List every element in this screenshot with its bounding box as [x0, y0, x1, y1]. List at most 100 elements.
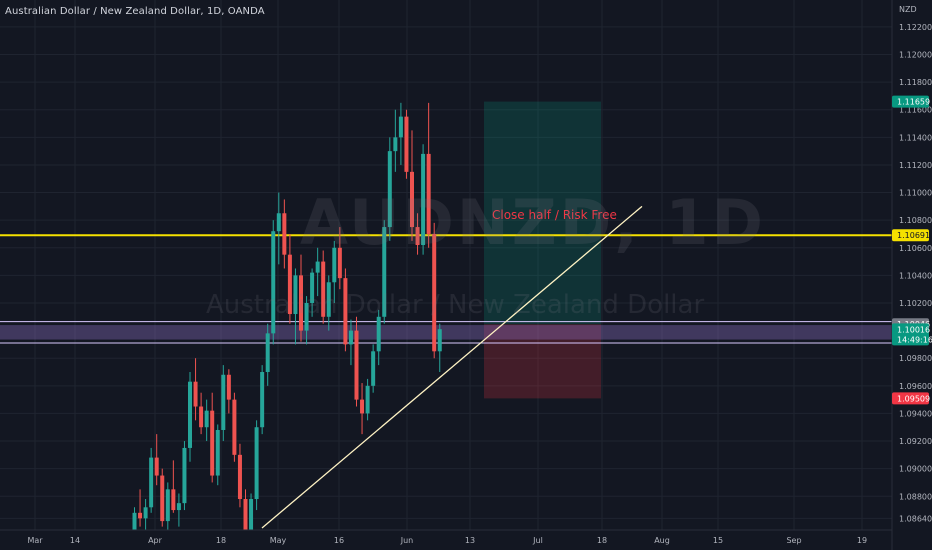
candle-body	[348, 330, 353, 345]
time-tick-label: May	[270, 536, 287, 545]
price-tick-label: 1.09800	[899, 354, 932, 363]
candle-body	[160, 475, 165, 522]
trendline	[261, 205, 643, 529]
price-tick-label: 1.08800	[899, 492, 932, 501]
candle-body	[398, 116, 403, 138]
price-tick-label: 1.10600	[899, 244, 932, 253]
time-tick-label: 18	[597, 536, 607, 545]
candlestick-series	[132, 102, 442, 548]
candle-body	[315, 261, 320, 273]
time-tick-label: Apr	[148, 536, 163, 545]
candle-body	[282, 213, 287, 255]
candle-body	[421, 153, 426, 246]
level-price-label-bg	[892, 229, 929, 242]
price-tick-label: 1.12200	[899, 23, 932, 32]
price-tick-label: 1.09400	[899, 409, 932, 418]
chart-title: Australian Dollar / New Zealand Dollar, …	[5, 6, 265, 17]
countdown-label: 14:49:16	[897, 335, 932, 344]
price-tick-label: 1.09000	[899, 465, 932, 474]
position-tool[interactable]	[484, 101, 601, 399]
candle-body	[343, 278, 348, 345]
candle-body	[210, 410, 215, 476]
candle-body	[426, 153, 431, 234]
candle-body	[337, 247, 342, 279]
candle-body	[260, 372, 265, 428]
candle-body	[143, 507, 148, 519]
time-axis-bg	[0, 530, 892, 550]
candle-body	[176, 503, 181, 511]
candle-body	[193, 381, 198, 407]
candle-body	[393, 137, 398, 152]
candle-body	[310, 272, 315, 303]
price-tick-label: 1.11000	[899, 189, 932, 198]
candle-body	[226, 374, 231, 400]
candle-body	[326, 282, 331, 317]
price-tick-label: 1.11600	[899, 106, 932, 115]
candle-body	[304, 302, 309, 331]
time-tick-label: Jul	[532, 536, 543, 545]
candle-body	[188, 381, 192, 448]
stop-price-label-bg	[892, 392, 929, 405]
candle-body	[437, 329, 442, 352]
candle-body	[182, 447, 187, 504]
candle-body	[404, 116, 409, 172]
candle-body	[171, 489, 176, 511]
time-tick-label: 18	[216, 536, 226, 545]
candle-body	[332, 247, 337, 283]
price-tick-label: 1.11200	[899, 161, 932, 170]
candle-body	[382, 227, 387, 317]
price-tick-label: 1.11400	[899, 133, 932, 142]
time-tick-label: Sep	[786, 536, 801, 545]
candle-body	[271, 231, 276, 334]
price-band	[0, 325, 892, 340]
time-tick-label: Jun	[400, 536, 414, 545]
candle-body	[415, 227, 420, 246]
target-price-label-bg	[892, 95, 929, 108]
annotation-text: Close half / Risk Free	[492, 208, 617, 222]
price-tick-label: 1.12000	[899, 51, 932, 60]
stop-price-label: 1.09509	[897, 394, 930, 403]
candle-body	[149, 457, 154, 508]
loss-zone	[484, 324, 601, 399]
candle-body	[376, 316, 381, 352]
candle-body	[387, 151, 392, 228]
candle-body	[138, 512, 143, 519]
candle-body	[154, 457, 159, 476]
candle-body	[132, 512, 137, 541]
time-tick-label: Mar	[27, 536, 43, 545]
candle-body	[254, 427, 259, 500]
candle-body	[360, 399, 365, 414]
price-axis-bg	[892, 0, 932, 550]
drawing-lines[interactable]: Close half / Risk Free	[0, 205, 892, 529]
time-tick-label: 16	[334, 536, 344, 545]
candle-body	[354, 330, 359, 400]
price-tick-label: 1.09200	[899, 437, 932, 446]
profit-zone	[484, 101, 601, 325]
candle-body	[199, 406, 204, 428]
current-price-bg	[892, 323, 929, 346]
candle-body	[410, 171, 414, 228]
time-tick-label: 13	[465, 536, 475, 545]
time-tick-label: 19	[857, 536, 867, 545]
candle-body	[432, 233, 437, 352]
time-tick-label: Aug	[654, 536, 670, 545]
price-tick-label: 1.08640	[899, 514, 932, 523]
level-price-label: 1.10691	[897, 231, 930, 240]
candle-body	[321, 261, 326, 317]
candle-body	[276, 213, 281, 232]
candle-body	[204, 410, 209, 428]
candle-body	[249, 499, 254, 538]
price-tick-label: 1.11800	[899, 78, 932, 87]
watermark-name: Australian Dollar / New Zealand Dollar	[206, 290, 705, 320]
currency-label: NZD	[899, 5, 917, 14]
candle-body	[165, 489, 170, 522]
price-tick-label: 1.09600	[899, 382, 932, 391]
candle-body	[293, 275, 298, 315]
candle-body	[287, 254, 292, 315]
price-tick-label: 1.10800	[899, 216, 932, 225]
candle-body	[365, 385, 370, 414]
watermark-symbol: AUDNZD, 1D	[300, 186, 766, 259]
candle-body	[265, 333, 270, 373]
